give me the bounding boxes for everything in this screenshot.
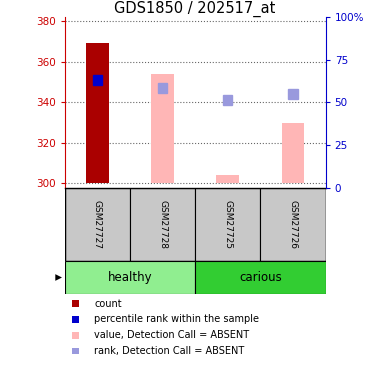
Bar bbox=[289, 89, 297, 99]
Text: rank, Detection Call = ABSENT: rank, Detection Call = ABSENT bbox=[94, 346, 245, 356]
Text: percentile rank within the sample: percentile rank within the sample bbox=[94, 315, 259, 324]
Text: value, Detection Call = ABSENT: value, Detection Call = ABSENT bbox=[94, 330, 249, 340]
Text: count: count bbox=[94, 299, 122, 309]
Bar bbox=[195, 261, 326, 294]
Bar bbox=[216, 176, 239, 183]
Text: GSM27728: GSM27728 bbox=[158, 200, 167, 249]
Bar bbox=[65, 261, 195, 294]
Bar bbox=[195, 188, 260, 261]
Text: GSM27727: GSM27727 bbox=[93, 200, 102, 249]
Text: carious: carious bbox=[239, 271, 282, 284]
Bar bbox=[282, 123, 305, 183]
Title: GDS1850 / 202517_at: GDS1850 / 202517_at bbox=[114, 1, 276, 17]
Text: GSM27725: GSM27725 bbox=[223, 200, 232, 249]
Text: GSM27726: GSM27726 bbox=[289, 200, 297, 249]
Bar bbox=[260, 188, 326, 261]
Bar bbox=[223, 95, 232, 105]
Text: healthy: healthy bbox=[108, 271, 152, 284]
Bar bbox=[65, 188, 130, 261]
Bar bbox=[151, 74, 174, 183]
Bar bbox=[93, 75, 102, 85]
Bar bbox=[86, 43, 109, 183]
Bar bbox=[130, 188, 195, 261]
Bar bbox=[158, 83, 167, 93]
